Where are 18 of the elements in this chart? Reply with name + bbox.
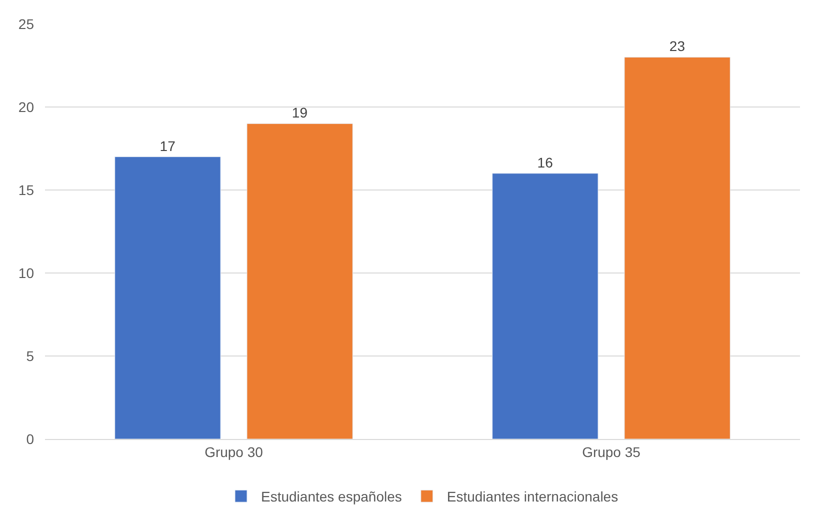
- bar: [246, 123, 353, 439]
- y-tick-label: 0: [26, 430, 34, 447]
- x-tick-label: Grupo 35: [582, 444, 641, 460]
- data-label: 19: [292, 104, 308, 121]
- y-tick-label: 5: [26, 348, 34, 364]
- x-tick-label: Grupo 30: [204, 444, 264, 460]
- data-label: 23: [669, 38, 686, 54]
- legend-label: Estudiantes españoles: [261, 488, 402, 505]
- y-tick-label: 15: [18, 182, 34, 198]
- y-tick-label: 20: [18, 98, 34, 115]
- y-tick-label: 10: [18, 264, 34, 281]
- bar: [624, 56, 730, 439]
- bar: [114, 156, 221, 439]
- bar: [492, 173, 598, 439]
- legend-label: Estudiantes internacionales: [446, 488, 618, 505]
- data-label: 17: [160, 138, 176, 154]
- y-tick-label: 25: [18, 16, 34, 32]
- data-label: 16: [537, 154, 554, 170]
